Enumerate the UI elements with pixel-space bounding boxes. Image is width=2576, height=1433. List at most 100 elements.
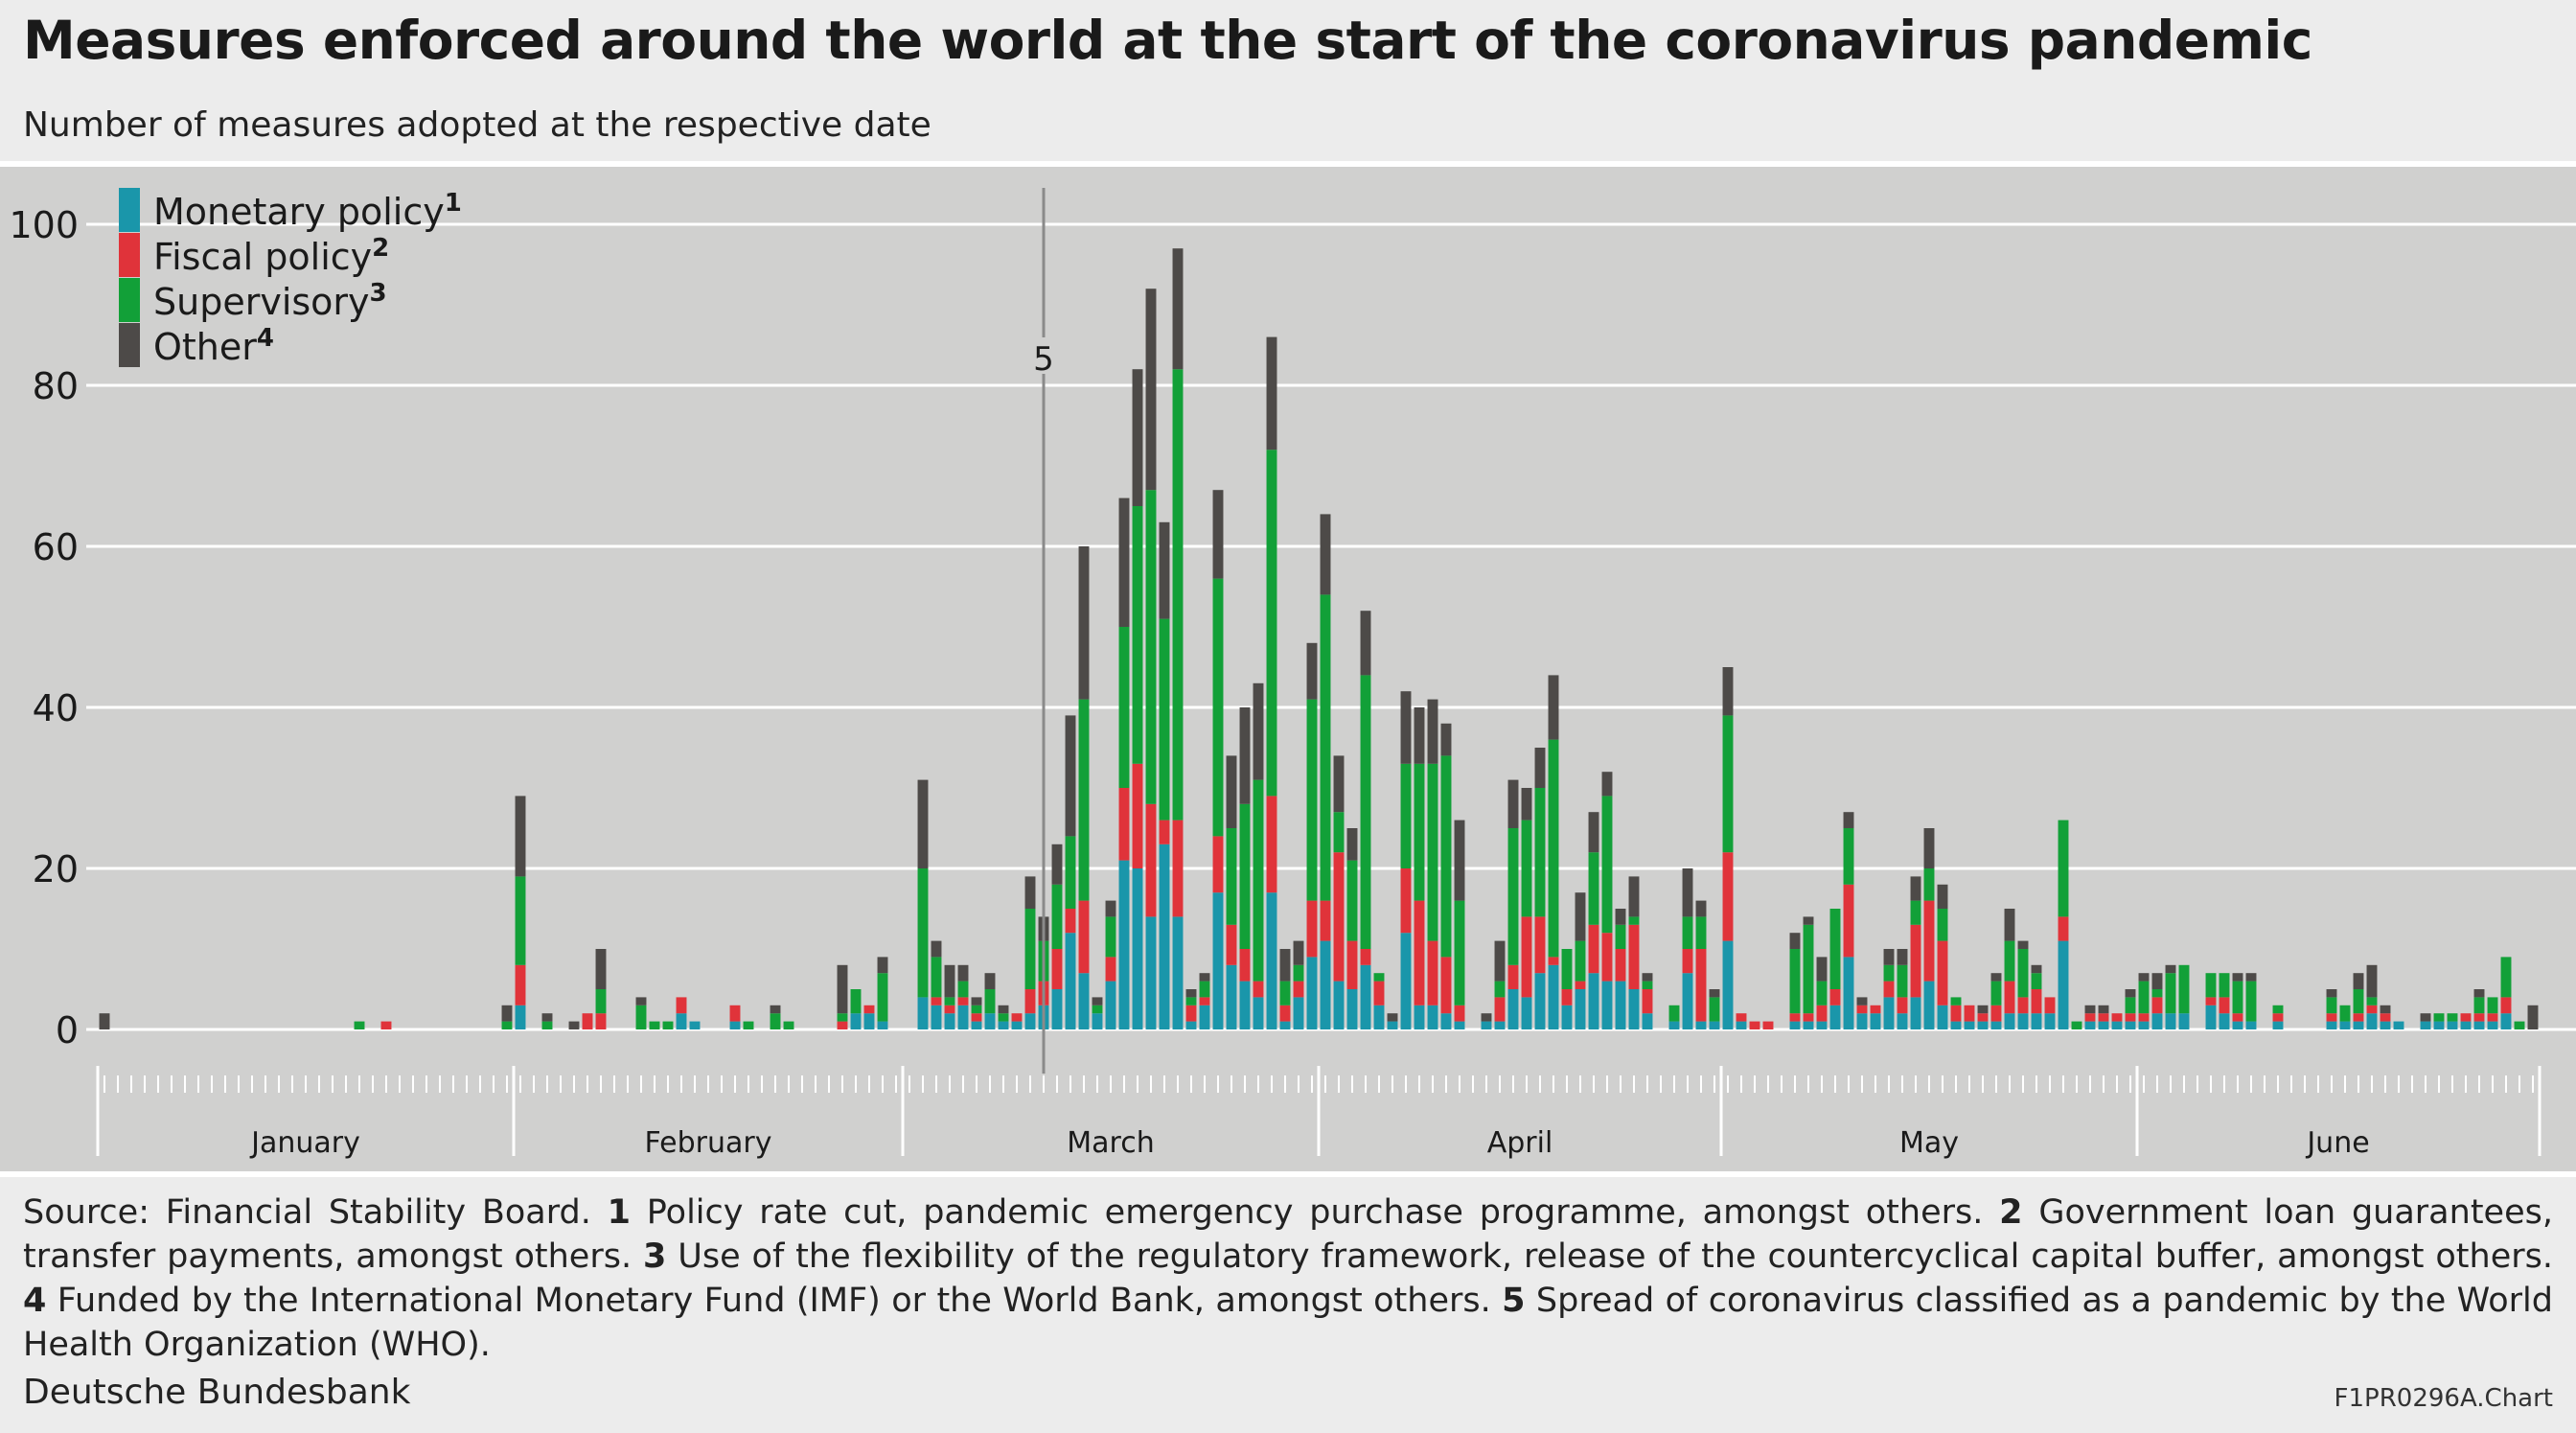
bar-segment-other: [1293, 940, 1304, 965]
bar-segment-monetary-policy: [1494, 1021, 1506, 1029]
bar-segment-other: [2125, 989, 2136, 998]
bar-segment-fiscal-policy: [1065, 909, 1076, 934]
bar-segment-monetary-policy: [2326, 1021, 2337, 1029]
bar-segment-monetary-policy: [863, 1013, 875, 1029]
bar-segment-other: [2017, 940, 2029, 949]
bar-segment-fiscal-policy: [2017, 997, 2029, 1014]
bar-segment-supervisory: [2514, 1021, 2525, 1029]
bar-segment-other: [1092, 997, 1103, 1005]
bar-segment-supervisory: [1883, 964, 1895, 982]
bar-segment-fiscal-policy: [1293, 981, 1304, 998]
bar-segment-supervisory: [1105, 916, 1116, 958]
bar-segment-other: [1937, 884, 1948, 909]
bar-segment-other: [1910, 876, 1921, 901]
bar-segment-monetary-policy: [1414, 1005, 1425, 1029]
bar-segment-other: [568, 1021, 580, 1029]
bar-segment-other: [1360, 611, 1371, 676]
bar-segment-fiscal-policy: [1333, 852, 1345, 982]
bar-segment-other: [1588, 812, 1599, 853]
bar-segment-supervisory: [1065, 836, 1076, 909]
bar-segment-supervisory: [1548, 739, 1559, 958]
top-divider: [0, 161, 2576, 167]
bar-segment-monetary-policy: [1320, 940, 1331, 1029]
bar-segment-fiscal-policy: [837, 1021, 848, 1029]
y-tick-label: 80: [33, 365, 79, 407]
publisher-name: Deutsche Bundesbank: [23, 1373, 411, 1412]
legend-label: Other4: [153, 324, 274, 368]
bar-segment-supervisory: [2017, 949, 2029, 998]
bar-segment-monetary-policy: [515, 1005, 526, 1029]
bar-segment-supervisory: [649, 1021, 660, 1029]
bar-segment-supervisory: [2165, 973, 2176, 1014]
bar-segment-monetary-policy: [2138, 1021, 2150, 1029]
bar-segment-fiscal-policy: [2353, 1013, 2364, 1022]
bar-segment-fiscal-policy: [1628, 924, 1640, 989]
bar-segment-monetary-policy: [1239, 981, 1251, 1029]
bar-segment-monetary-policy: [1950, 1021, 1962, 1029]
bar-segment-fiscal-policy: [1239, 949, 1251, 982]
bar-segment-monetary-policy: [1212, 892, 1224, 1029]
bar-segment-monetary-policy: [2017, 1013, 2029, 1029]
bar-segment-other: [1051, 844, 1063, 885]
bar-segment-supervisory: [662, 1021, 674, 1029]
bar-segment-other: [2353, 973, 2364, 989]
bar-segment-monetary-policy: [2245, 1021, 2257, 1029]
bar-segment-other: [931, 940, 942, 958]
legend-footnote-marker: 1: [445, 189, 462, 218]
bar-segment-supervisory: [1494, 981, 1506, 998]
bar-segment-monetary-policy: [2044, 1013, 2056, 1029]
bar-segment-monetary-policy: [1387, 1021, 1398, 1029]
bar-segment-monetary-policy: [1078, 973, 1090, 1029]
bar-segment-fiscal-policy: [2473, 1013, 2485, 1022]
bar-segment-monetary-policy: [2031, 1013, 2042, 1029]
bar-segment-fiscal-policy: [1145, 803, 1157, 917]
bar-segment-monetary-policy: [1360, 964, 1371, 1029]
bar-segment-monetary-policy: [1628, 989, 1640, 1029]
bar-segment-supervisory: [1212, 578, 1224, 837]
bar-segment-monetary-policy: [676, 1013, 687, 1029]
bar-segment-fiscal-policy: [1346, 940, 1358, 989]
bar-segment-fiscal-policy: [1185, 1005, 1197, 1022]
bar-segment-supervisory: [1695, 916, 1707, 949]
bar-segment-monetary-policy: [2393, 1021, 2404, 1029]
y-tick-label: 0: [56, 1009, 79, 1052]
bar-segment-supervisory: [2151, 989, 2163, 998]
x-month-label: January: [249, 1126, 360, 1160]
x-month-label: June: [2305, 1126, 2369, 1160]
bar-segment-fiscal-policy: [1977, 1013, 1989, 1022]
bar-segment-fiscal-policy: [2366, 1005, 2378, 1014]
bar-segment-supervisory: [2125, 997, 2136, 1014]
bar-segment-supervisory: [635, 1005, 647, 1029]
bar-segment-monetary-policy: [2473, 1021, 2485, 1029]
bar-segment-other: [1065, 715, 1076, 837]
bar-segment-supervisory: [1145, 490, 1157, 804]
bar-segment-other: [1279, 949, 1291, 982]
bar-segment-supervisory: [1253, 779, 1264, 982]
bar-segment-supervisory: [1051, 884, 1063, 949]
bar-segment-monetary-policy: [1065, 933, 1076, 1029]
bar-segment-fiscal-policy: [957, 997, 969, 1005]
bar-segment-other: [1118, 497, 1130, 627]
bar-segment-fiscal-policy: [1011, 1013, 1023, 1022]
bar-segment-monetary-policy: [971, 1021, 982, 1029]
bar-segment-monetary-policy: [2058, 940, 2069, 1029]
bar-segment-supervisory: [1588, 852, 1599, 925]
bar-segment-other: [971, 997, 982, 1005]
bar-segment-fiscal-policy: [1749, 1021, 1760, 1029]
bar-segment-supervisory: [1642, 981, 1653, 989]
bar-segment-supervisory: [1722, 715, 1734, 853]
bar-segment-monetary-policy: [2125, 1021, 2136, 1029]
bar-segment-other: [1642, 973, 1653, 982]
x-month-label: April: [1487, 1126, 1553, 1160]
bar-segment-supervisory: [1266, 450, 1277, 797]
bar-segment-fiscal-policy: [1172, 820, 1184, 917]
bar-segment-supervisory: [984, 989, 996, 1014]
bar-segment-monetary-policy: [1145, 916, 1157, 1029]
bar-segment-other: [1266, 336, 1277, 451]
bar-segment-fiscal-policy: [1950, 1005, 1962, 1022]
bar-segment-fiscal-policy: [595, 1013, 607, 1029]
bar-segment-supervisory: [957, 981, 969, 998]
bar-segment-other: [1346, 828, 1358, 861]
bar-segment-monetary-policy: [1883, 997, 1895, 1029]
bar-segment-fiscal-policy: [1414, 900, 1425, 1005]
